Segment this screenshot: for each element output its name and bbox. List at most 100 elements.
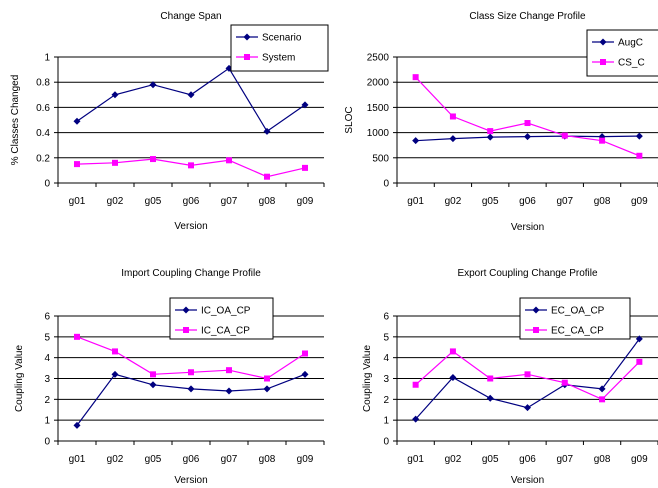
- chart-panel-4: Export Coupling Change Profile 0 1 2 3 4 5 6 g01…: [362, 268, 658, 486]
- y-tick-label: 500: [372, 153, 389, 164]
- y-tick-label: 2000: [367, 78, 390, 89]
- data-point: [412, 137, 420, 145]
- data-point: [636, 152, 643, 159]
- series-line-scenario: [76, 67, 306, 133]
- y-axis-label: Coupling Value: [362, 345, 373, 413]
- data-point: [524, 371, 531, 378]
- x-tick-label: g08: [594, 454, 611, 465]
- data-point: [111, 91, 119, 99]
- data-point: [449, 135, 457, 143]
- legend-label: IC_CA_CP: [201, 326, 250, 337]
- data-point: [524, 120, 531, 127]
- data-point: [264, 375, 270, 382]
- y-tick-label: 1: [44, 416, 50, 427]
- x-tick-label: g02: [445, 454, 462, 465]
- x-tick-label: g09: [631, 196, 648, 207]
- data-point: [264, 173, 270, 180]
- x-tick-label: g09: [297, 196, 314, 207]
- data-point: [487, 375, 494, 382]
- y-tick-label: 0.6: [36, 103, 50, 114]
- data-point: [302, 350, 308, 357]
- y-tick-label: 2: [44, 395, 50, 406]
- data-point: [226, 367, 232, 374]
- y-tick-label: 2500: [367, 53, 390, 64]
- legend-marker: [599, 38, 607, 46]
- legend-label: Scenario: [262, 33, 302, 44]
- data-point: [188, 162, 194, 169]
- y-tick-label: 0.2: [36, 153, 50, 164]
- data-point: [73, 421, 81, 429]
- data-point: [112, 159, 118, 166]
- x-tick-label: g07: [556, 196, 573, 207]
- y-tick-label: 0.8: [36, 78, 50, 89]
- x-tick-label: g08: [594, 196, 611, 207]
- data-point: [301, 101, 309, 109]
- x-tick-label: g01: [69, 196, 86, 207]
- y-tick-label: 1: [383, 416, 389, 427]
- x-tick-label: g07: [221, 454, 238, 465]
- x-tick-label: g06: [183, 454, 200, 465]
- x-tick-label: g01: [69, 454, 86, 465]
- legend-label: System: [262, 53, 295, 64]
- chart-panel-2: Class Size Change Profile 0 500 1000 1500 200…: [344, 11, 658, 233]
- y-axis-label: % Classes Changed: [10, 75, 21, 166]
- data-point: [412, 381, 419, 388]
- data-point: [74, 161, 80, 168]
- data-point: [635, 335, 643, 343]
- y-tick-label: 4: [44, 353, 50, 364]
- data-point: [150, 156, 156, 163]
- legend: Scenario System: [230, 24, 329, 72]
- y-tick-label: 0: [44, 179, 50, 190]
- y-tick-label: 6: [383, 312, 389, 323]
- x-tick-label: g02: [107, 454, 124, 465]
- data-point: [225, 387, 233, 395]
- x-tick-label: g06: [519, 454, 536, 465]
- data-point: [598, 385, 606, 393]
- y-tick-label: 5: [44, 332, 50, 343]
- x-tick-label: g05: [145, 196, 162, 207]
- y-tick-label: 1000: [367, 128, 390, 139]
- legend-box: [586, 29, 658, 77]
- data-point: [412, 74, 419, 81]
- x-tick-label: g09: [631, 454, 648, 465]
- legend-label: EC_OA_CP: [551, 306, 605, 317]
- chart-title: Import Coupling Change Profile: [121, 268, 261, 279]
- x-tick-label: g05: [482, 454, 499, 465]
- legend-marker: [532, 306, 540, 314]
- x-tick-label: g05: [482, 196, 499, 207]
- data-point: [74, 333, 80, 340]
- y-tick-label: 5: [383, 332, 389, 343]
- data-point: [187, 91, 195, 99]
- x-axis-label: Version: [174, 221, 207, 232]
- x-tick-label: g05: [145, 454, 162, 465]
- data-point: [486, 133, 494, 141]
- y-tick-label: 6: [44, 312, 50, 323]
- x-axis-label: Version: [174, 475, 207, 486]
- data-point: [263, 127, 271, 135]
- data-point: [226, 157, 232, 164]
- data-point: [149, 381, 157, 389]
- legend-marker: [600, 59, 606, 65]
- data-point: [449, 348, 456, 355]
- data-point: [599, 396, 606, 403]
- legend: EC_OA_CP EC_CA_CP: [519, 297, 631, 340]
- data-point: [111, 370, 119, 378]
- chart-panel-1: Change Span 0 0.2 0.4 0.6 0.8 1 g01 g02 g05 g06 g07…: [10, 11, 329, 232]
- x-tick-label: g09: [297, 454, 314, 465]
- x-tick-label: g07: [556, 454, 573, 465]
- data-point: [561, 379, 568, 386]
- series-line-ic-oa-cp: [76, 373, 306, 426]
- data-point: [412, 415, 420, 423]
- y-tick-label: 1500: [367, 103, 390, 114]
- chart-title: Change Span: [160, 11, 221, 22]
- y-tick-label: 3: [383, 374, 389, 385]
- x-axis-label: Version: [511, 475, 544, 486]
- x-tick-label: g02: [107, 196, 124, 207]
- data-point: [599, 137, 606, 144]
- x-tick-label: g06: [183, 196, 200, 207]
- y-tick-label: 0: [44, 437, 50, 448]
- legend-box: [230, 24, 329, 72]
- legend-marker: [182, 306, 190, 314]
- data-point: [187, 385, 195, 393]
- chart-panel-3: Import Coupling Change Profile 0 1 2 3 4 5 6 g01…: [14, 268, 325, 486]
